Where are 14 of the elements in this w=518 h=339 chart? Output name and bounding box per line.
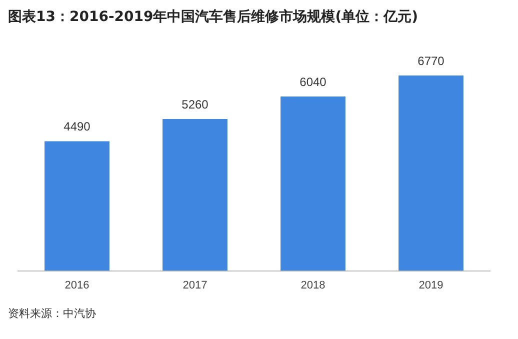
bar <box>398 75 464 271</box>
chart-title: 图表13：2016-2019年中国汽车售后维修市场规模(单位：亿元) <box>8 8 420 26</box>
bar <box>44 141 110 271</box>
data-label: 5260 <box>182 97 209 112</box>
bar <box>280 96 346 271</box>
x-tick-label: 2018 <box>300 279 326 292</box>
data-label: 6040 <box>300 74 327 89</box>
text: 资料来源：中汽协 <box>8 306 97 321</box>
data-label: 6770 <box>418 54 445 68</box>
x-tick-label: 2017 <box>182 279 208 292</box>
x-tick-label: 2016 <box>64 279 90 292</box>
x-tick-label: 2019 <box>418 279 444 292</box>
data-label: 4490 <box>64 120 91 134</box>
bar <box>162 119 228 271</box>
